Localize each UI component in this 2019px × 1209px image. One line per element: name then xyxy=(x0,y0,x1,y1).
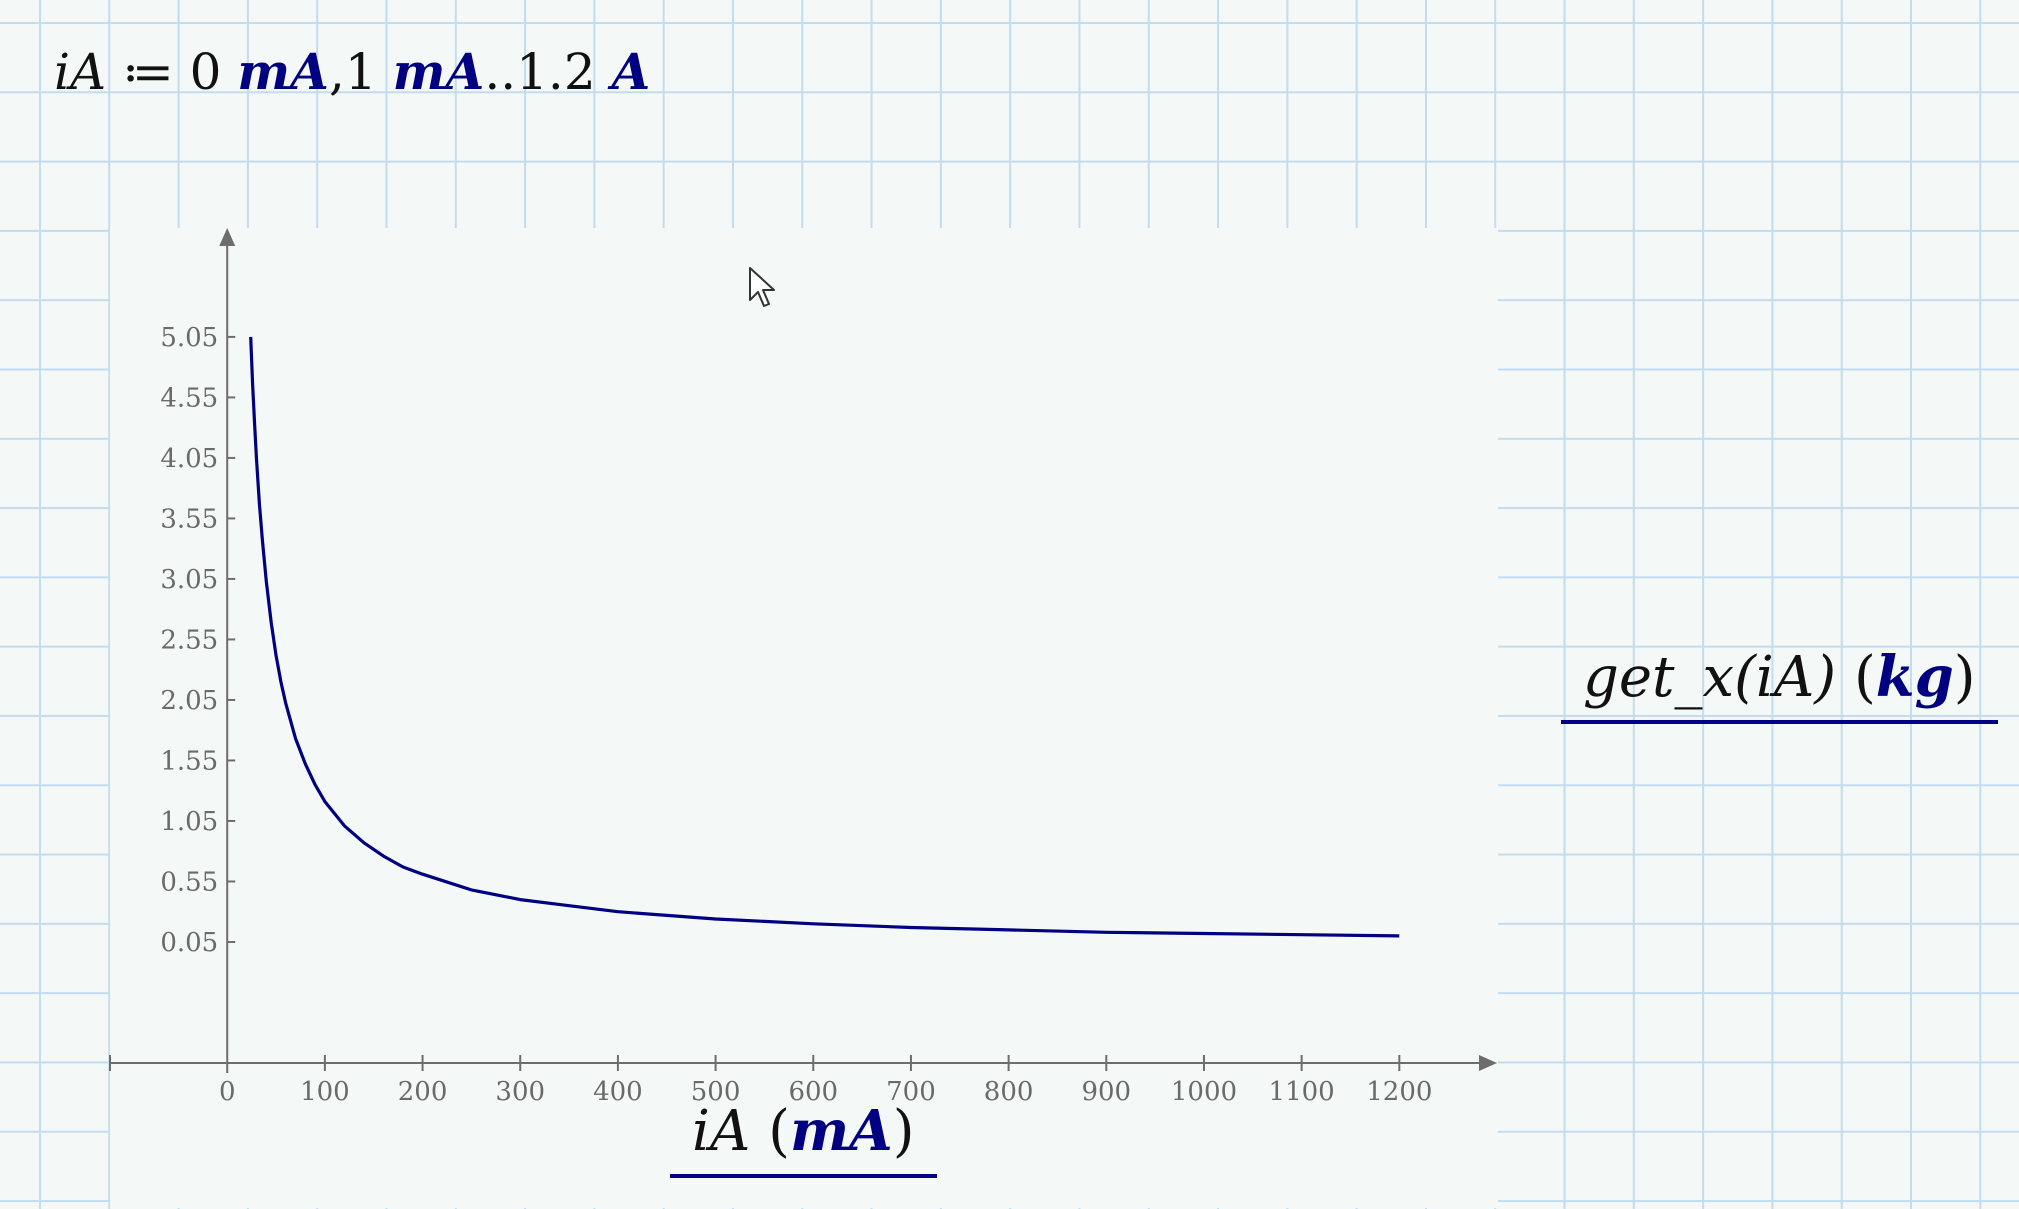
mouse-pointer-icon xyxy=(749,267,775,307)
range-step-value: 1 xyxy=(344,43,393,101)
x-axis-label[interactable]: iA (mA) xyxy=(670,1098,937,1178)
y-tick-label: 3.55 xyxy=(160,504,218,534)
ticks: 0 100 200 300 400 500 600 700 800 900 1000 1100 1200… xyxy=(160,323,1432,1107)
axes xyxy=(109,228,1497,1073)
x-tick-label: 600 xyxy=(788,1077,838,1107)
y-axis-unit-open-paren: ( xyxy=(1853,645,1876,710)
x-tick-label: 500 xyxy=(691,1077,741,1107)
range-definition[interactable]: iA ≔ 0 mA,1 mA..1.2 A xyxy=(54,42,650,112)
x-tick-label: 1100 xyxy=(1269,1077,1335,1107)
y-axis-label[interactable]: get_x(iA) (kg) xyxy=(1561,644,1998,724)
range-operator: .. xyxy=(484,43,517,101)
y-axis-unit: kg xyxy=(1875,644,1954,710)
y-axis-expression: get_x(iA) xyxy=(1583,645,1837,710)
x-tick-label: 1000 xyxy=(1171,1077,1237,1107)
x-tick-label: 900 xyxy=(1081,1077,1131,1107)
range-step-unit: mA xyxy=(392,42,485,101)
x-axis-unit-close-paren: ) xyxy=(892,1099,915,1164)
y-axis-unit-close-paren: ) xyxy=(1953,645,1976,710)
x-tick-label: 300 xyxy=(495,1077,545,1107)
y-tick-label: 0.05 xyxy=(160,928,218,958)
range-variable: iA xyxy=(54,43,107,101)
x-tick-label: 100 xyxy=(300,1077,350,1107)
x-tick-label: 0 xyxy=(219,1077,236,1107)
y-tick-label: 1.05 xyxy=(160,807,218,837)
x-tick-label: 1200 xyxy=(1366,1077,1432,1107)
x-tick-label: 800 xyxy=(984,1077,1034,1107)
range-start-value: 0 xyxy=(189,43,238,101)
plot-region[interactable] xyxy=(110,228,1498,1208)
y-tick-label: 1.55 xyxy=(160,746,218,776)
y-tick-label: 4.55 xyxy=(160,383,218,413)
x-axis-unit-open-paren: ( xyxy=(768,1099,791,1164)
series-line xyxy=(249,336,1400,938)
x-tick-label: 200 xyxy=(398,1077,448,1107)
assign-operator: ≔ xyxy=(106,43,190,101)
y-tick-label: 5.05 xyxy=(160,323,218,353)
y-tick-label: 2.05 xyxy=(160,686,218,716)
y-tick-label: 0.55 xyxy=(160,867,218,897)
y-tick-label: 2.55 xyxy=(160,625,218,655)
x-axis-arrow xyxy=(1479,1055,1497,1071)
x-tick-label: 700 xyxy=(886,1077,936,1107)
y-axis-arrow xyxy=(219,228,236,246)
x-axis-unit: mA xyxy=(790,1098,893,1164)
y-tick-label: 3.05 xyxy=(160,565,218,595)
range-step-separator: , xyxy=(328,43,345,101)
range-end-unit: A xyxy=(611,42,651,101)
x-tick-label: 400 xyxy=(593,1077,643,1107)
series xyxy=(249,336,1400,938)
y-tick-label: 4.05 xyxy=(160,444,218,474)
x-axis-expression: iA xyxy=(692,1099,751,1164)
range-start-unit: mA xyxy=(237,42,329,101)
range-end-value: 1.2 xyxy=(516,43,612,101)
